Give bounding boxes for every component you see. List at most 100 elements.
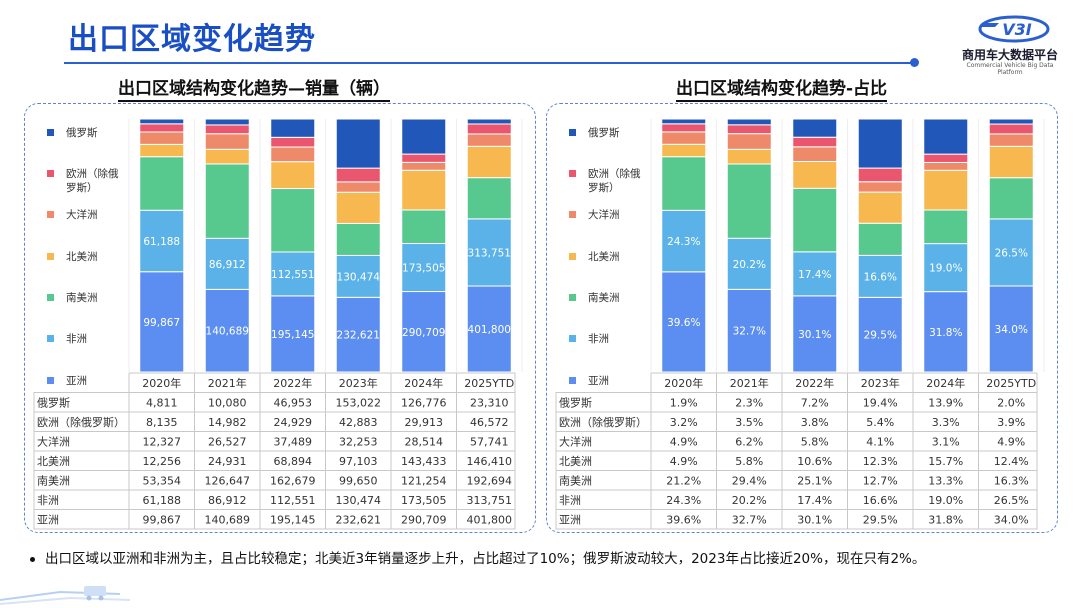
bar-value-label: 61,188 xyxy=(143,236,180,248)
legend-label: 非洲 xyxy=(588,333,609,345)
bar-value-label: 19.0% xyxy=(929,263,962,275)
table-cell: 42,883 xyxy=(339,416,378,429)
bar-value-label: 29.5% xyxy=(864,330,897,342)
bar-value-label: 232,621 xyxy=(337,330,380,342)
table-cell: 29,913 xyxy=(405,416,444,429)
x-tick-label: 2022年 xyxy=(273,376,312,390)
table-cell: 99,867 xyxy=(143,514,182,527)
table-cell: 121,254 xyxy=(401,475,447,488)
bar-segment xyxy=(139,156,185,211)
x-tick-label: 2020年 xyxy=(664,376,703,390)
table-cell: 15.7% xyxy=(928,455,963,468)
bullet-icon xyxy=(30,556,35,562)
table-cell: 53,354 xyxy=(143,475,182,488)
bar-segment xyxy=(401,161,447,171)
bar-segment xyxy=(726,133,772,150)
bar-segment xyxy=(661,131,707,145)
table-cell: 25.1% xyxy=(797,475,832,488)
bar-segment xyxy=(792,295,838,373)
table-cell: 10,080 xyxy=(208,397,247,410)
bar-segment xyxy=(988,218,1034,287)
legend-swatch xyxy=(569,253,576,260)
table-cell: 13.9% xyxy=(928,397,963,410)
legend-swatch xyxy=(569,129,576,136)
bar-segment xyxy=(139,123,185,133)
bar-segment xyxy=(857,296,903,373)
bar-segment xyxy=(335,167,381,183)
bar-segment xyxy=(792,136,838,148)
x-tick-label: 2024年 xyxy=(926,376,965,390)
legend-swatch xyxy=(569,294,576,301)
table-cell: 37,489 xyxy=(274,436,313,449)
table-cell: 401,800 xyxy=(467,514,513,527)
table-cell: 4.9% xyxy=(670,436,698,449)
footer-decoration xyxy=(0,586,131,605)
bar-segment xyxy=(401,118,447,155)
legend-label: 南美洲 xyxy=(588,291,620,304)
bar-segment xyxy=(270,295,316,373)
legend-swatch xyxy=(569,170,576,177)
table-cell: 153,022 xyxy=(336,397,382,410)
bar-segment xyxy=(204,118,250,126)
legend-label: 欧洲（除俄 xyxy=(66,167,119,180)
bar-value-label: 112,551 xyxy=(271,269,314,281)
table-row-label: 大洋洲 xyxy=(37,435,70,449)
bar-segment xyxy=(857,181,903,193)
legend-label: 俄罗斯 xyxy=(66,126,98,139)
bar-segment xyxy=(270,118,316,138)
table-row-label: 非洲 xyxy=(37,494,59,507)
table-row-label: 亚洲 xyxy=(37,514,59,527)
bar-segment xyxy=(857,222,903,256)
table-cell: 5.8% xyxy=(801,436,829,449)
table-row-label: 南美洲 xyxy=(559,475,592,488)
logo-subtitle: Commercial Vehicle Big Data Platform xyxy=(966,62,1054,76)
chart-title-share: 出口区域结构变化趋势-占比 xyxy=(676,74,888,102)
bar-value-label: 34.0% xyxy=(995,324,1028,336)
bar-segment xyxy=(988,177,1034,220)
bar-value-label: 130,474 xyxy=(337,271,381,283)
bar-segment xyxy=(401,169,447,211)
table-cell: 32.7% xyxy=(732,514,767,527)
x-tick-label: 2021年 xyxy=(208,376,247,390)
table-cell: 34.0% xyxy=(994,514,1029,527)
table-cell: 99,650 xyxy=(339,475,378,488)
bar-segment xyxy=(923,118,969,155)
table-row-label: 北美洲 xyxy=(37,455,70,468)
legend-swatch xyxy=(47,335,54,342)
table-cell: 16.3% xyxy=(994,475,1029,488)
logo-mark-text: V3I xyxy=(1002,20,1032,39)
table-cell: 10.6% xyxy=(797,455,832,468)
table-cell: 26,527 xyxy=(208,436,247,449)
table-cell: 3.2% xyxy=(670,416,698,429)
x-tick-label: 2025YTD xyxy=(464,377,514,390)
footnote-text: 出口区域以亚洲和非洲为主，且占比较稳定；北美近3年销量逐步上升，占比超过了10%… xyxy=(45,551,926,567)
bar-value-label: 86,912 xyxy=(209,259,246,271)
bar-segment xyxy=(401,209,447,245)
bar-segment xyxy=(726,288,772,373)
legend-label: 北美洲 xyxy=(588,250,620,263)
table-cell: 86,912 xyxy=(208,494,247,507)
bar-value-label: 30.1% xyxy=(798,329,831,341)
legend-label: 亚洲 xyxy=(66,375,87,387)
bar-value-label: 32.7% xyxy=(733,326,766,338)
table-row-label: 大洋洲 xyxy=(559,435,592,449)
table-cell: 3.3% xyxy=(932,416,960,429)
x-tick-label: 2024年 xyxy=(404,376,443,390)
bar-value-label: 39.6% xyxy=(667,317,700,329)
bar-segment xyxy=(661,123,707,133)
table-cell: 143,433 xyxy=(401,455,447,468)
table-cell: 24,931 xyxy=(208,455,247,468)
bar-segment xyxy=(466,177,512,220)
bar-segment xyxy=(204,124,250,135)
bar-segment xyxy=(466,218,512,287)
table-cell: 14,982 xyxy=(208,416,247,429)
legend-label: 罗斯） xyxy=(588,181,620,194)
bar-segment xyxy=(466,133,512,147)
bar-segment xyxy=(466,145,512,179)
table-cell: 232,621 xyxy=(336,514,382,527)
table-cell: 5.8% xyxy=(735,455,763,468)
chart-volume: 99,867 61,188 140,689 86,912 195,145 112,551 2… xyxy=(33,118,523,530)
x-tick-label: 2020年 xyxy=(142,376,181,390)
chart-panel-share xyxy=(546,103,1058,533)
table-cell: 313,751 xyxy=(467,494,513,507)
